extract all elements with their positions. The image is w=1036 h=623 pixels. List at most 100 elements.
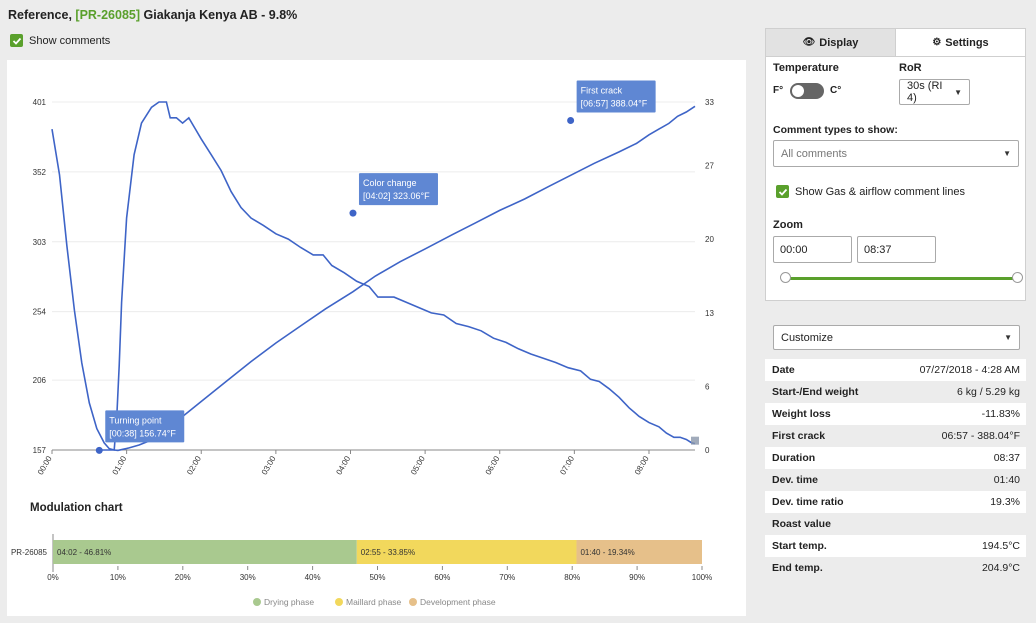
- modulation-x-tick-label: 0%: [47, 573, 59, 582]
- tab-display[interactable]: 👁 Display: [766, 29, 896, 56]
- roast-chart-panel: 157 206 254 303 352 401 0 6 13 20 27 33 00:00 01:00 02…: [7, 60, 746, 616]
- legend-swatch: [335, 598, 343, 606]
- stat-value: 08:37: [993, 452, 1020, 464]
- zoom-label: Zoom: [773, 219, 803, 231]
- annotation-box: [105, 410, 185, 443]
- stat-value: 06:57 - 388.04°F: [941, 430, 1020, 442]
- modulation-x-tick-label: 90%: [629, 573, 645, 582]
- comment-types-select[interactable]: All comments ▼: [773, 140, 1019, 167]
- annotation-box: [358, 173, 438, 206]
- show-comments-label: Show comments: [29, 34, 111, 47]
- title-rest: Giakanja Kenya AB - 9.8%: [140, 8, 298, 22]
- modulation-x-tick-label: 100%: [692, 573, 712, 582]
- legend-label: Drying phase: [264, 597, 314, 607]
- annotation-marker: [349, 209, 357, 217]
- stat-value: 6 kg / 5.29 kg: [956, 386, 1020, 398]
- x-tick-label: 08:00: [633, 454, 651, 476]
- rate-of-rise-line: [101, 101, 696, 451]
- x-tick-label: 05:00: [409, 454, 427, 476]
- ror-select[interactable]: 30s (RI 4) ▼: [899, 79, 970, 105]
- stat-label: Roast value: [772, 518, 831, 530]
- stat-row: Dev. time 01:40: [765, 469, 1026, 491]
- end-marker: [691, 436, 699, 445]
- y-right-tick-label: 27: [705, 161, 714, 170]
- gas-airflow-label: Show Gas & airflow comment lines: [795, 185, 965, 198]
- x-tick-label: 04:00: [334, 454, 352, 476]
- stat-label: Date: [772, 364, 795, 376]
- gas-airflow-toggle[interactable]: Show Gas & airflow comment lines: [776, 185, 965, 198]
- ror-label: RoR: [899, 62, 922, 74]
- stat-label: Dev. time ratio: [772, 496, 844, 508]
- stat-row: Start temp. 194.5°C: [765, 535, 1026, 557]
- y-left-tick-label: 157: [33, 446, 47, 455]
- temperature-label: Temperature: [773, 62, 839, 74]
- y-right-tick-label: 20: [705, 235, 714, 244]
- annotation-box: [576, 80, 656, 113]
- stat-row: Duration 08:37: [765, 447, 1026, 469]
- modulation-chart-title: Modulation chart: [30, 502, 123, 514]
- zoom-slider-end-handle[interactable]: [1012, 272, 1023, 283]
- annotation-marker: [95, 446, 103, 454]
- annotation-title: First crack: [581, 85, 623, 95]
- x-tick-label: 01:00: [111, 454, 129, 476]
- temperature-unit-toggle[interactable]: [790, 83, 824, 99]
- modulation-segment-label: 02:55 - 33.85%: [361, 548, 415, 557]
- gear-icon: ⚙: [932, 37, 942, 48]
- eye-icon: 👁: [802, 37, 816, 48]
- y-right-tick-label: 6: [705, 383, 710, 392]
- checkbox-checked-icon[interactable]: [10, 34, 23, 47]
- legend-label: Maillard phase: [346, 597, 402, 607]
- stat-row: Roast value: [765, 513, 1026, 535]
- annotation-value: [06:57] 388.04°F: [581, 98, 648, 108]
- stat-row: Weight loss -11.83%: [765, 403, 1026, 425]
- annotation-title: Turning point: [109, 415, 162, 425]
- bean-temperature-line: [51, 105, 696, 452]
- customize-value: Customize: [781, 331, 833, 344]
- x-tick-label: 06:00: [484, 454, 502, 476]
- zoom-slider-track[interactable]: [786, 277, 1019, 280]
- x-tick-label: 00:00: [36, 454, 54, 476]
- stat-row: Dev. time ratio 19.3%: [765, 491, 1026, 513]
- tab-settings-label: Settings: [945, 36, 989, 49]
- modulation-segment-label: 01:40 - 19.34%: [580, 548, 634, 557]
- toggle-knob[interactable]: [792, 85, 804, 97]
- modulation-x-tick-label: 10%: [110, 573, 126, 582]
- zoom-start-input[interactable]: 00:00: [773, 236, 852, 263]
- x-tick-label: 03:00: [260, 454, 278, 476]
- caret-down-icon: ▼: [1004, 333, 1012, 342]
- modulation-x-tick-label: 60%: [434, 573, 450, 582]
- caret-down-icon: ▼: [954, 87, 962, 97]
- stat-row: End temp. 204.9°C: [765, 557, 1026, 579]
- modulation-x-tick-label: 80%: [564, 573, 580, 582]
- ror-value: 30s (RI 4): [907, 80, 943, 104]
- stat-label: Start temp.: [772, 540, 827, 552]
- tab-display-label: Display: [819, 36, 859, 49]
- roast-stats-table: Date 07/27/2018 - 4:28 AM Start-/End weigh…: [765, 359, 1026, 579]
- show-comments-toggle[interactable]: Show comments: [10, 34, 110, 47]
- y-right-tick-label: 13: [705, 309, 714, 318]
- tab-settings[interactable]: ⚙ Settings: [896, 29, 1025, 56]
- stat-value: 204.9°C: [981, 562, 1020, 574]
- zoom-slider-start-handle[interactable]: [780, 272, 791, 283]
- checkbox-checked-icon[interactable]: [776, 185, 789, 198]
- modulation-segment-label: 04:02 - 46.81%: [57, 548, 111, 557]
- title-prefix: Reference,: [8, 8, 76, 22]
- modulation-x-tick-label: 20%: [175, 573, 191, 582]
- stat-label: Duration: [772, 452, 816, 464]
- caret-down-icon: ▼: [1003, 149, 1011, 158]
- y-left-tick-label: 352: [33, 168, 47, 177]
- customize-select[interactable]: Customize ▼: [773, 325, 1020, 350]
- legend-label: Development phase: [420, 597, 496, 607]
- unit-f-label: F°: [773, 85, 784, 96]
- reference-link[interactable]: [PR-26085]: [75, 8, 141, 22]
- annotation-title: Color change: [363, 178, 417, 188]
- modulation-category-label: PR-26085: [11, 548, 48, 557]
- panel-tabs: 👁 Display ⚙ Settings: [766, 29, 1025, 57]
- modulation-x-tick-label: 40%: [305, 573, 321, 582]
- legend-swatch: [409, 598, 417, 606]
- stat-value: -11.83%: [981, 408, 1020, 420]
- legend-swatch: [253, 598, 261, 606]
- x-tick-label: 02:00: [185, 454, 203, 476]
- zoom-end-input[interactable]: 08:37: [857, 236, 936, 263]
- stat-row: Start-/End weight 6 kg / 5.29 kg: [765, 381, 1026, 403]
